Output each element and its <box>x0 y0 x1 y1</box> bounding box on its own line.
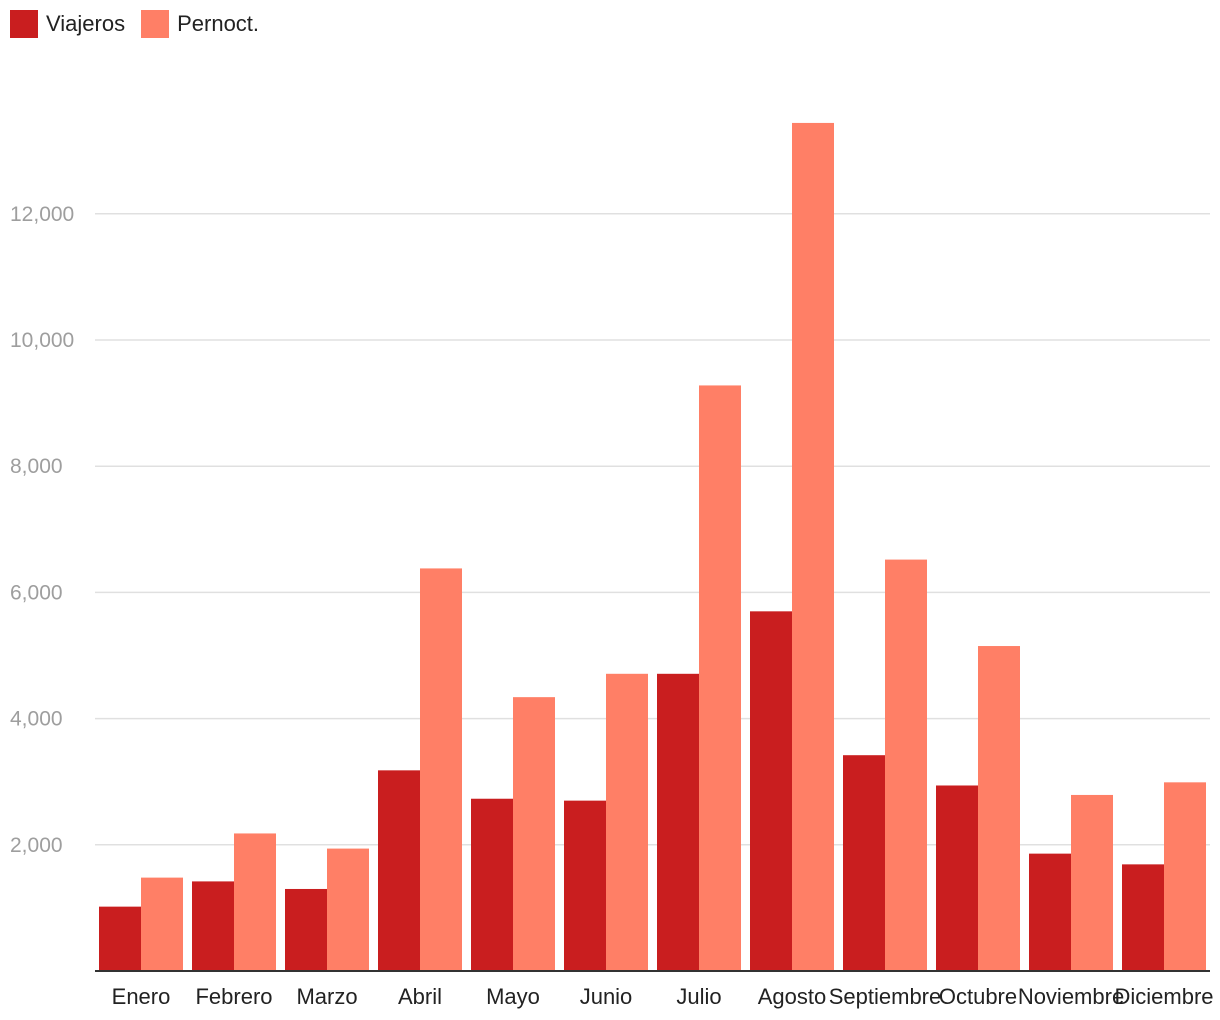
bar-viajeros-1 <box>192 881 234 971</box>
legend-swatch-pernoct <box>141 10 170 38</box>
x-category-label: Diciembre <box>1114 984 1213 1009</box>
bar-pernoct-7 <box>792 122 834 972</box>
bar-pernoct-0 <box>141 877 183 971</box>
bars <box>99 122 1206 972</box>
bar-pernoct-9 <box>978 646 1020 971</box>
bar-viajeros-8 <box>843 755 885 971</box>
bar-viajeros-3 <box>378 770 420 971</box>
bar-viajeros-4 <box>471 798 513 971</box>
bar-pernoct-2 <box>327 848 369 971</box>
bar-pernoct-5 <box>606 673 648 971</box>
x-category-label: Mayo <box>486 984 540 1009</box>
bar-viajeros-6 <box>657 673 699 971</box>
legend-item-pernoct: Pernoct. <box>141 10 259 38</box>
chart-legend: Viajeros Pernoct. <box>10 10 275 38</box>
bar-viajeros-0 <box>99 906 141 971</box>
gridlines <box>95 213 1210 846</box>
x-category-label: Enero <box>112 984 171 1009</box>
x-category-label: Septiembre <box>829 984 942 1009</box>
x-category-label: Noviembre <box>1018 984 1124 1009</box>
bar-viajeros-5 <box>564 800 606 971</box>
y-tick-label: 2,000 <box>10 834 63 857</box>
bar-pernoct-6 <box>699 385 741 971</box>
y-tick-label: 12,000 <box>10 203 74 226</box>
bar-pernoct-11 <box>1164 782 1206 971</box>
bar-viajeros-9 <box>936 785 978 971</box>
bar-viajeros-11 <box>1122 864 1164 971</box>
legend-item-viajeros: Viajeros <box>10 10 125 38</box>
x-category-label: Octubre <box>939 984 1017 1009</box>
x-category-label: Julio <box>676 984 721 1009</box>
bar-pernoct-4 <box>513 697 555 971</box>
legend-label-pernoct: Pernoct. <box>177 11 260 36</box>
bar-viajeros-2 <box>285 888 327 971</box>
bar-viajeros-7 <box>750 611 792 971</box>
y-tick-label: 10,000 <box>10 329 74 352</box>
bar-pernoct-3 <box>420 568 462 971</box>
y-tick-label: 6,000 <box>10 581 63 604</box>
x-category-label: Marzo <box>296 984 357 1009</box>
bar-viajeros-10 <box>1029 853 1071 971</box>
x-category-label: Abril <box>398 984 442 1009</box>
bar-pernoct-8 <box>885 559 927 971</box>
x-category-label: Junio <box>580 984 633 1009</box>
legend-label-viajeros: Viajeros <box>46 11 126 36</box>
y-tick-label: 4,000 <box>10 708 63 731</box>
x-category-label: Agosto <box>758 984 827 1009</box>
y-axis-ticks: 2,000 4,000 6,000 8,000 10,000 12,000 <box>10 203 74 857</box>
x-axis-labels: Enero Febrero Marzo Abril Mayo Junio Julio Agos… <box>112 984 1214 1009</box>
bar-pernoct-10 <box>1071 794 1113 971</box>
x-category-label: Febrero <box>195 984 272 1009</box>
bar-pernoct-1 <box>234 833 276 971</box>
legend-swatch-viajeros <box>10 10 38 38</box>
y-tick-label: 8,000 <box>10 455 63 478</box>
